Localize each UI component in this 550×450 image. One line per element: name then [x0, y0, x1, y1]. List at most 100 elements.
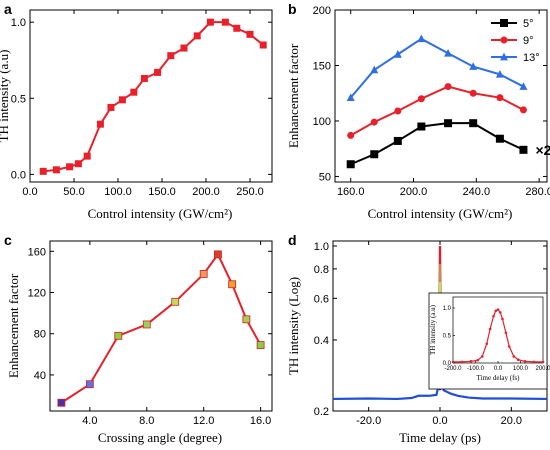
- y-tick-label: 40: [34, 370, 46, 382]
- x-tick-label: -20.0: [356, 415, 381, 427]
- data-point: [39, 167, 47, 175]
- x-tick-label: 250.0: [236, 186, 264, 198]
- series-line: [350, 85, 524, 137]
- y-tick-label: 0.2: [314, 406, 329, 418]
- y-tick-label: 150: [313, 60, 331, 72]
- panel-c-axes: 4.0 8.0 12.0 16.0 40 80 120 160 Crossing angle (…: [6, 240, 273, 445]
- data-point: [370, 65, 379, 74]
- x-tick-label: 100.0: [104, 186, 132, 198]
- x-tick-label: 200.0: [400, 186, 428, 198]
- inset-point: [451, 360, 455, 364]
- data-point-outline: [85, 380, 94, 389]
- y-tick-label: 0.8: [314, 264, 329, 276]
- data-point: [346, 160, 355, 169]
- x-tick-label: 200.0: [192, 186, 220, 198]
- inset-point: [485, 342, 489, 346]
- plot-frame: [29, 9, 273, 183]
- series-c-0: [57, 250, 265, 407]
- x-tick-label: 150.0: [148, 186, 176, 198]
- x-axis-label: Control intensity (GW/cm²): [368, 206, 513, 221]
- data-point: [114, 332, 122, 340]
- data-point-outline: [242, 315, 251, 324]
- inset-point: [460, 360, 464, 364]
- data-point: [259, 41, 267, 49]
- y-tick-label: 1.0: [314, 241, 329, 253]
- inset-x-label: Time delay (fs): [477, 374, 521, 382]
- inset-point: [501, 317, 504, 321]
- data-point: [444, 83, 452, 91]
- plot-frame: [334, 9, 548, 183]
- legend-label: 9°: [523, 35, 534, 47]
- legend-marker: [500, 19, 508, 27]
- data-point: [495, 134, 504, 143]
- data-point: [214, 250, 222, 258]
- inset-series: [451, 308, 545, 364]
- y-tick-label: 0.5: [11, 93, 26, 105]
- data-point: [242, 315, 250, 323]
- x-tick-label: 16.0: [250, 415, 271, 427]
- x-tick-label: 240.0: [463, 186, 491, 198]
- data-point: [496, 94, 504, 102]
- x-tick-label: 0.0: [494, 366, 503, 372]
- data-point: [370, 150, 379, 159]
- inset-point: [541, 360, 545, 364]
- y-tick-label: 0.5: [443, 334, 452, 340]
- panel-label-d: d: [288, 232, 297, 248]
- series-b-2: [346, 34, 528, 101]
- data-point: [83, 152, 91, 160]
- data-point: [393, 50, 402, 58]
- y-tick-label: 1.0: [11, 17, 26, 29]
- data-point: [167, 52, 175, 60]
- y-tick-label: 50: [319, 171, 331, 183]
- x-axis-label: Control intensity (GW/cm²): [88, 206, 233, 221]
- y-tick-label: 0.4: [314, 335, 329, 347]
- annotation-times-two: ×2: [535, 142, 550, 158]
- x-tick-label: 12.0: [193, 415, 214, 427]
- y-tick-label: 160: [28, 246, 46, 258]
- panel-a-axes: 0.0 50.0 100.0 150.0 200.0 250.0 0.0 0.5 1.0 Cont…: [0, 9, 273, 221]
- data-point: [495, 70, 504, 78]
- y-tick-label: 200: [313, 5, 331, 17]
- y-tick-label: 0.6: [314, 293, 329, 305]
- data-point: [417, 95, 425, 103]
- x-axis-label: Time delay (ps): [399, 430, 481, 445]
- panel-b-axes: 160.0 200.0 240.0 280.0 50 100 150 200 Control i…: [286, 5, 550, 221]
- x-axis-label: Crossing angle (degree): [98, 430, 222, 445]
- data-point: [519, 145, 528, 154]
- data-point-outline: [256, 341, 265, 349]
- panel-label-b: b: [288, 1, 297, 17]
- data-point: [107, 103, 115, 111]
- inset-point: [469, 360, 473, 363]
- y-tick-label: 100: [313, 116, 331, 128]
- data-point: [519, 82, 528, 90]
- y-axis-label: TH intensity (a.u): [0, 50, 11, 143]
- y-tick-label: 0.0: [443, 361, 452, 367]
- data-point: [469, 62, 478, 70]
- inset-point: [480, 355, 484, 358]
- legend-marker: [500, 52, 508, 61]
- plots-layer: 0.0 50.0 100.0 150.0 200.0 250.0 0.0 0.5 1.0 Cont…: [0, 5, 550, 445]
- panel-label-c: c: [4, 232, 12, 248]
- panel-d-axes: -20.0 0.0 20.0 0.2 0.4 0.6 0.8 1.0 Time delay (p…: [286, 240, 548, 445]
- inset-point: [512, 355, 516, 358]
- data-point-outline: [214, 250, 222, 259]
- plot-frame: [49, 240, 273, 412]
- inset-point: [516, 358, 520, 362]
- x-tick-label: 160.0: [337, 186, 365, 198]
- inset-point: [507, 345, 511, 348]
- series-b-0: [346, 119, 528, 169]
- data-point: [52, 166, 60, 174]
- y-axis-label: Enhancement factor: [286, 43, 301, 148]
- data-point-outline: [57, 398, 66, 407]
- data-point: [57, 399, 65, 407]
- inset-point: [476, 358, 480, 362]
- inset-point: [498, 311, 502, 314]
- inset-point: [504, 331, 508, 335]
- data-point: [143, 320, 151, 328]
- x-tick-label: 200.0: [535, 366, 550, 372]
- data-point-outline: [199, 270, 208, 278]
- panel-label-a: a: [4, 1, 12, 17]
- data-point: [221, 18, 229, 26]
- data-point: [206, 18, 214, 26]
- y-tick-label: 0.0: [11, 169, 26, 181]
